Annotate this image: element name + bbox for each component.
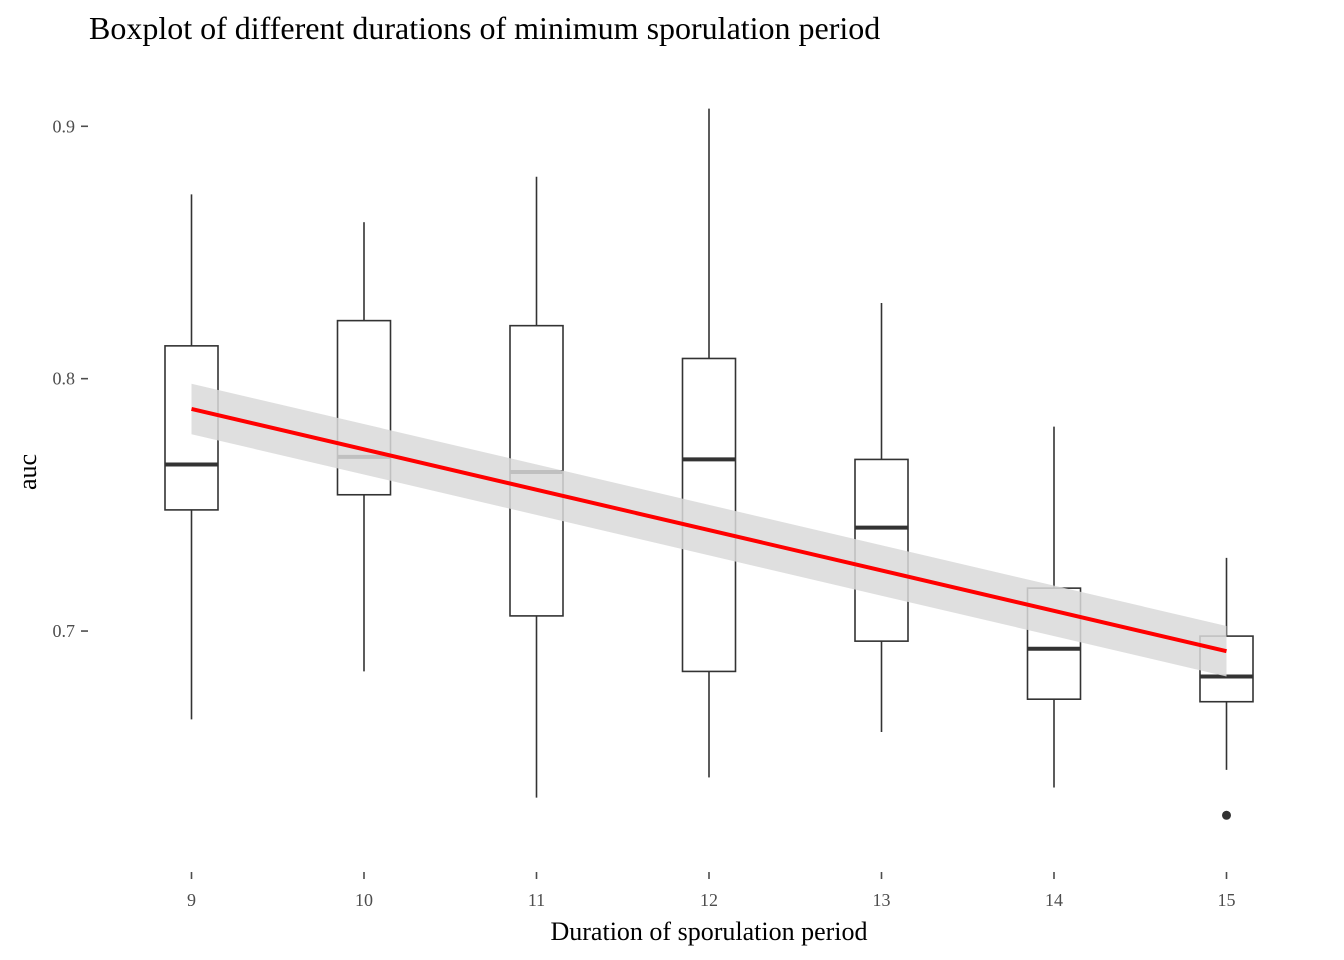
x-tick-label: 15	[1218, 890, 1236, 910]
plot-area	[164, 108, 1254, 820]
y-tick-label: 0.9	[53, 116, 76, 136]
box-13	[854, 302, 909, 732]
y-tick-label: 0.8	[53, 369, 76, 389]
chart-title: Boxplot of different durations of minimu…	[89, 10, 880, 46]
x-tick-label: 10	[355, 890, 373, 910]
outlier-point	[1222, 810, 1231, 820]
x-tick-label: 14	[1045, 890, 1063, 910]
x-tick-label: 13	[873, 890, 891, 910]
x-tick-label: 12	[700, 890, 718, 910]
y-tick-label: 0.7	[53, 621, 76, 641]
box-9	[164, 194, 219, 720]
x-tick-label: 11	[528, 890, 545, 910]
x-axis-title: Duration of sporulation period	[551, 917, 868, 946]
trend-line	[191, 407, 1227, 654]
box-15	[1199, 557, 1254, 820]
y-axis-title: auc	[13, 454, 42, 490]
box-12	[681, 108, 737, 778]
x-axis: 9 10 11 12 13 14 15	[187, 872, 1236, 910]
x-tick-label: 9	[187, 890, 196, 910]
y-axis: 0.7 0.8 0.9	[53, 116, 88, 641]
